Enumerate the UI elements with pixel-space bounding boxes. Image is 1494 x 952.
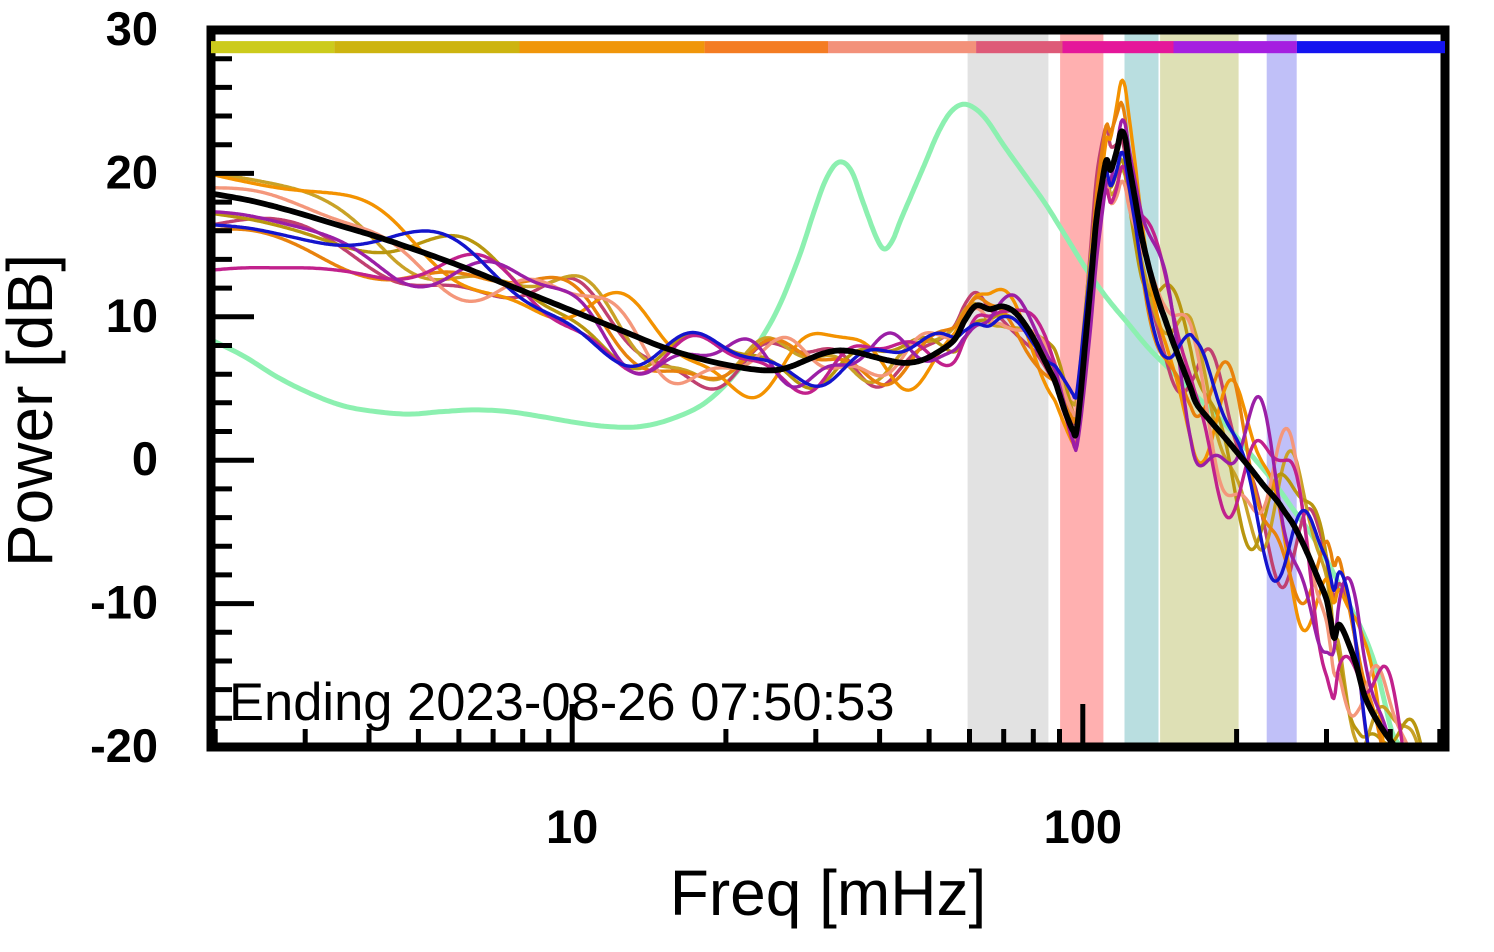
svg-text:0: 0: [132, 432, 158, 485]
svg-text:-20: -20: [90, 719, 158, 772]
svg-text:10: 10: [106, 289, 158, 342]
svg-text:30: 30: [106, 2, 158, 55]
svg-text:-10: -10: [90, 576, 158, 629]
svg-text:Freq [mHz]: Freq [mHz]: [670, 857, 986, 929]
svg-text:Power [dB]: Power [dB]: [0, 254, 66, 567]
svg-text:100: 100: [1044, 800, 1122, 853]
svg-text:20: 20: [106, 145, 158, 198]
svg-text:Ending 2023-08-26 07:50:53: Ending 2023-08-26 07:50:53: [229, 673, 895, 732]
svg-text:10: 10: [546, 800, 598, 853]
